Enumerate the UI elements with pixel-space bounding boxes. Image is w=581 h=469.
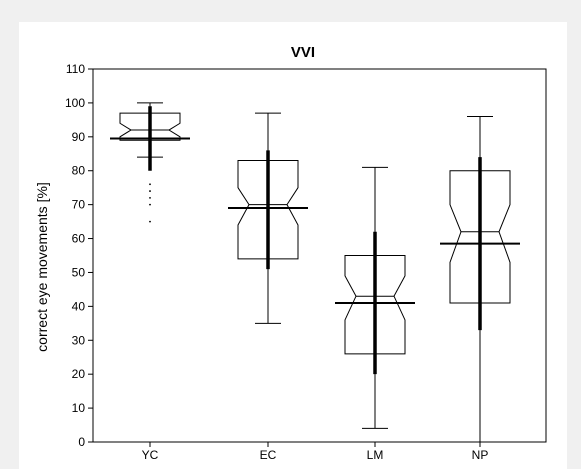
y-tick-label: 30	[72, 333, 86, 347]
x-tick-label: EC	[260, 448, 277, 462]
y-axis-label: correct eye movements [%]	[34, 182, 50, 352]
outlier-point	[149, 190, 151, 192]
axes: 0 10 20 30 40 50 60 70 80 90 100 110 YC EC LM NP	[65, 62, 547, 462]
outlier-point	[149, 196, 151, 199]
x-tick-label: YC	[142, 448, 159, 462]
box-yc	[110, 102, 190, 223]
y-tick-label: 40	[72, 299, 86, 313]
y-tick-label: 60	[72, 232, 86, 246]
y-tick-label: 100	[65, 96, 85, 110]
y-tick-label: 0	[78, 435, 85, 449]
y-tick-label: 70	[72, 198, 86, 212]
plot-area-border	[92, 68, 547, 443]
y-tick-label: 90	[72, 130, 86, 144]
outlier-point	[149, 203, 151, 206]
outlier-point	[149, 183, 151, 186]
box-series	[110, 102, 520, 443]
y-tick-label: 50	[72, 265, 86, 279]
x-tick-label: NP	[472, 448, 489, 462]
y-tick-label: 10	[72, 401, 86, 415]
chart-panel: VVI correct eye movements [%] 0 10 20 30 40 5…	[19, 22, 567, 469]
y-tick-label: 20	[72, 367, 86, 381]
y-tick-label: 110	[66, 62, 85, 76]
chart-title: VVI	[291, 44, 315, 61]
box-ec	[228, 112, 308, 324]
box-np	[440, 115, 520, 443]
box-plot-chart: VVI correct eye movements [%] 0 10 20 30 40 5…	[34, 44, 547, 462]
x-tick-label: LM	[367, 448, 384, 462]
y-tick-label: 80	[72, 164, 86, 178]
outlier-point	[149, 220, 151, 223]
box-lm	[335, 166, 415, 429]
